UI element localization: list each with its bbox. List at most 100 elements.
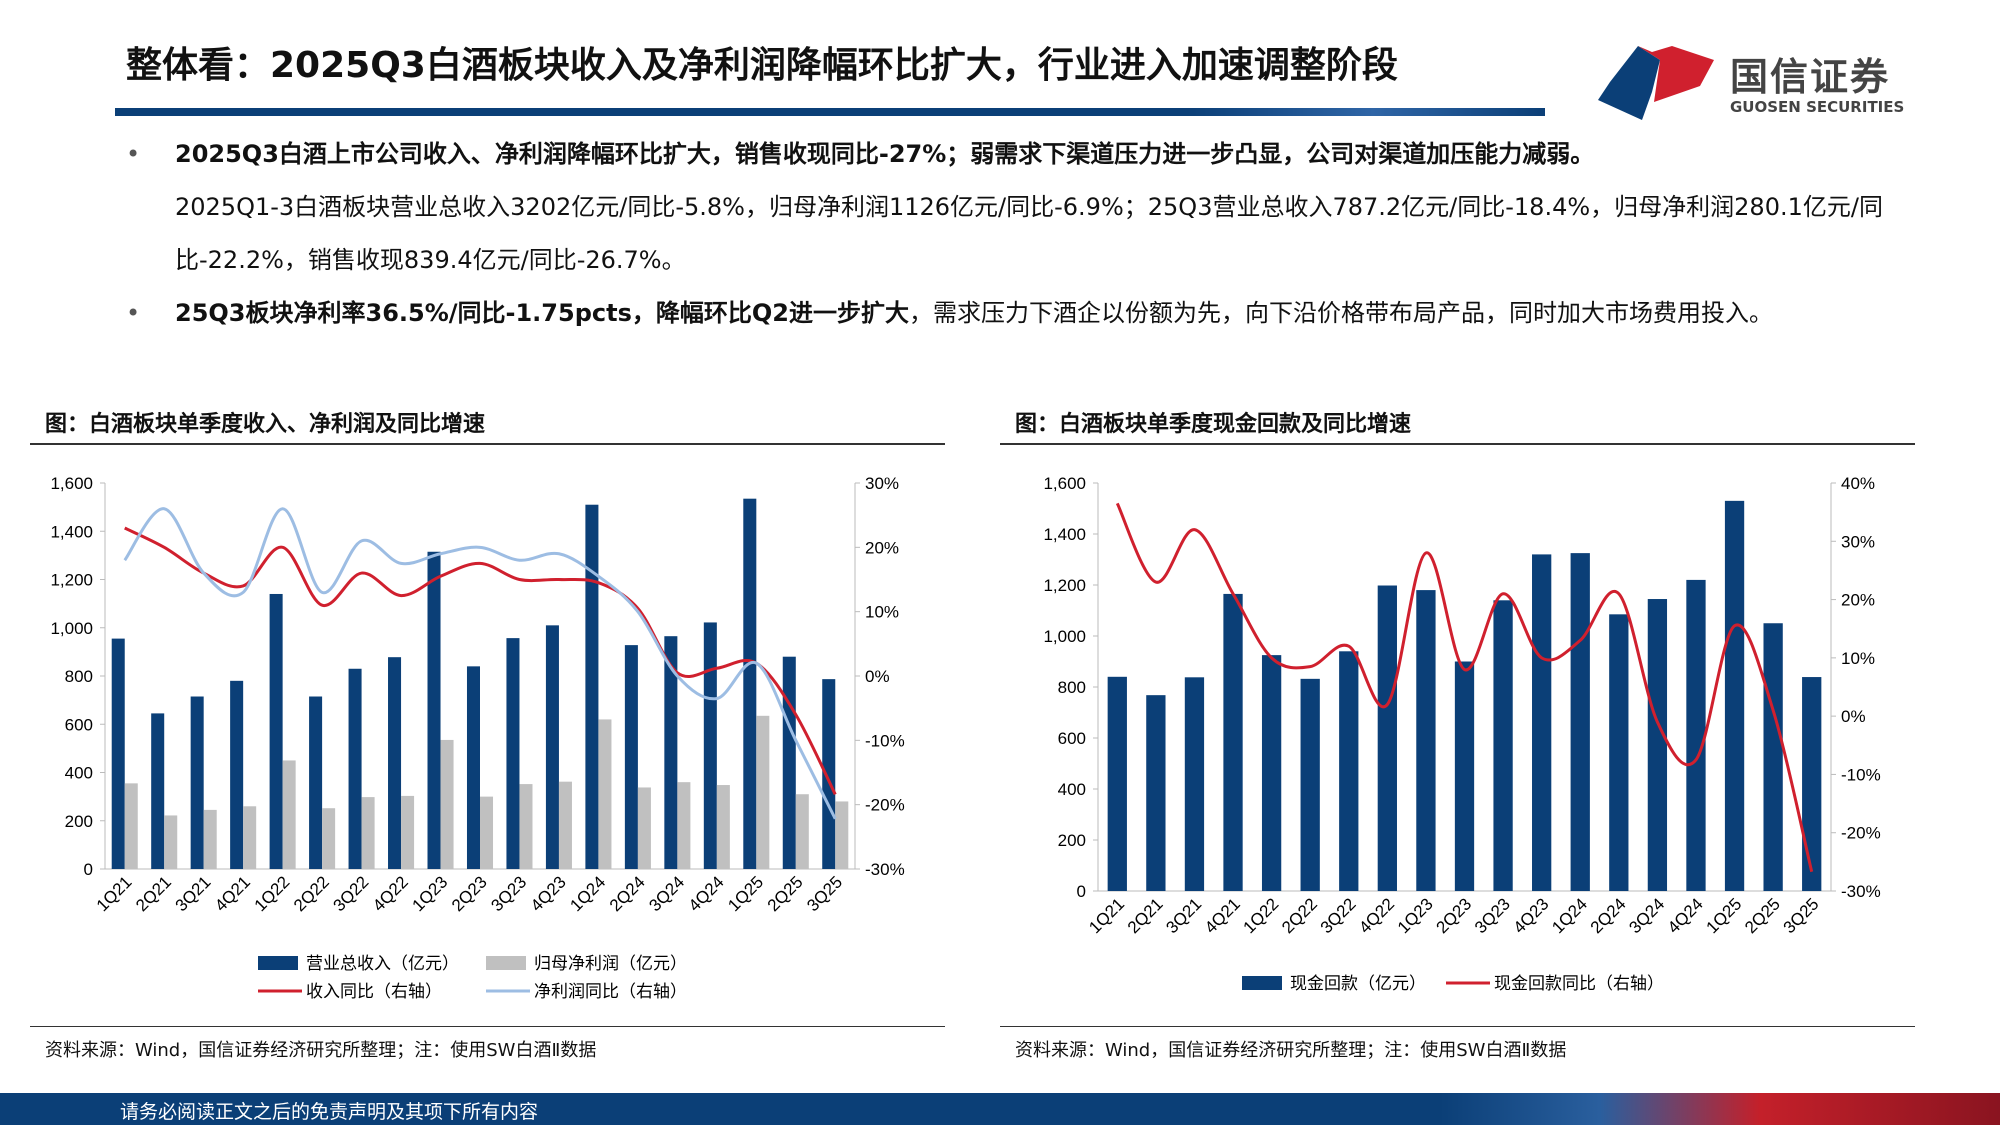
bar: [782, 656, 796, 869]
bar: [677, 782, 691, 869]
legend-label: 归母净利润（亿元）: [534, 954, 687, 973]
bar: [1223, 593, 1243, 891]
bar: [716, 785, 730, 869]
y-tick-label: 1,600: [50, 474, 93, 493]
x-tick-label: 2Q21: [1124, 894, 1167, 937]
x-tick-label: 3Q21: [172, 872, 215, 915]
legend-label: 收入同比（右轴）: [306, 982, 442, 1001]
bar: [664, 636, 678, 869]
y-tick-label: 0: [1077, 882, 1086, 901]
legend-label: 现金回款（亿元）: [1290, 974, 1426, 993]
x-tick-label: 3Q23: [1471, 894, 1514, 937]
bar: [480, 796, 494, 869]
left-chart-source: 资料来源：Wind，国信证券经济研究所整理；注：使用SW白酒Ⅱ数据: [45, 1040, 597, 1061]
footer-disclaimer: 请务必阅读正文之后的免责声明及其项下所有内容: [120, 1101, 539, 1123]
bar: [558, 781, 572, 869]
x-tick-label: 2Q24: [1587, 894, 1630, 937]
right-chart: 0 200 400 600 800 1,000 1,200 1,400 1,600 -30% -20…: [1043, 474, 1880, 993]
x-tick-label: 4Q21: [1201, 894, 1244, 937]
bar: [519, 784, 533, 869]
bar: [585, 504, 599, 869]
bullet-text: 2025Q1-3白酒板块营业总收入3202亿元/同比-5.8%，归母净利润112…: [175, 193, 1883, 274]
y-tick-label: 600: [1058, 729, 1086, 748]
bar: [1339, 651, 1359, 891]
bar: [1184, 677, 1205, 891]
bar: [703, 622, 717, 869]
left-chart-title: 图：白酒板块单季度收入、净利润及同比增速: [45, 412, 486, 437]
bar: [322, 808, 336, 869]
x-tick-label: 1Q23: [1394, 894, 1437, 937]
bar: [1570, 553, 1590, 891]
bar: [743, 498, 757, 869]
bar: [230, 680, 244, 869]
x-tick-label: 3Q22: [1317, 894, 1360, 937]
legend-label: 现金回款同比（右轴）: [1494, 974, 1664, 993]
bar: [1107, 676, 1127, 891]
x-tick-label: 4Q24: [685, 872, 728, 915]
y2-tick-label: 20%: [865, 538, 899, 557]
bar: [203, 809, 217, 869]
x-tick-label: 3Q23: [487, 872, 530, 915]
bar: [822, 679, 836, 869]
x-tick-label: 2Q21: [132, 872, 175, 915]
x-tick-label: 2Q22: [290, 872, 333, 915]
x-tick-label: 3Q21: [1162, 894, 1205, 937]
bar: [361, 797, 375, 869]
x-tick-label: 1Q21: [1085, 894, 1128, 937]
bar: [388, 657, 402, 869]
divider: [30, 443, 945, 445]
y-tick-label: 1,000: [50, 619, 93, 638]
bar: [1532, 554, 1552, 891]
bar: [111, 638, 125, 869]
bar: [466, 666, 480, 869]
y-tick-label: 1,400: [1043, 525, 1086, 544]
title-divider: [115, 108, 1545, 116]
right-chart-source: 资料来源：Wind，国信证券经济研究所整理；注：使用SW白酒Ⅱ数据: [1015, 1040, 1567, 1061]
bar: [624, 645, 638, 869]
footer-bar: 请务必阅读正文之后的免责声明及其项下所有内容: [0, 1093, 2000, 1125]
bar: [401, 795, 415, 869]
logo-mark-icon: [1598, 46, 1714, 120]
bar: [282, 760, 296, 869]
bar: [835, 801, 849, 869]
series-line: [123, 507, 837, 820]
y2-tick-label: -10%: [865, 731, 905, 750]
x-tick-label: 1Q22: [251, 872, 294, 915]
bar: [348, 668, 362, 869]
bar: [440, 739, 454, 869]
y-tick-label: 400: [1058, 780, 1086, 799]
bar: [1146, 695, 1166, 891]
y-tick-label: 1,400: [50, 522, 93, 541]
y2-tick-label: 30%: [1841, 532, 1875, 551]
divider: [1000, 1026, 1915, 1027]
y2-tick-label: 0%: [1841, 707, 1866, 726]
bar: [1454, 661, 1475, 891]
bar: [1377, 585, 1397, 891]
x-tick-label: 4Q24: [1664, 894, 1707, 937]
bar: [243, 806, 257, 869]
legend-swatch: [486, 956, 526, 970]
bullet-bold: 2025Q3白酒上市公司收入、净利润降幅环比扩大，销售收现同比-27%；弱需求下…: [175, 140, 1595, 168]
logo-cn: 国信证券: [1730, 55, 1891, 99]
divider: [30, 1026, 945, 1027]
logo-en: GUOSEN SECURITIES: [1730, 98, 1905, 116]
x-tick-label: 1Q25: [1703, 894, 1746, 937]
bar: [795, 794, 809, 869]
series-line: [1115, 502, 1814, 873]
bar: [1763, 623, 1783, 891]
legend-label: 净利润同比（右轴）: [534, 982, 687, 1001]
bar: [1493, 600, 1513, 891]
bar: [1261, 655, 1282, 891]
y-tick-label: 600: [65, 715, 93, 734]
bar: [756, 715, 770, 869]
y2-tick-label: 0%: [865, 667, 890, 686]
x-tick-label: 1Q22: [1240, 894, 1283, 937]
y-tick-label: 200: [65, 812, 93, 831]
bullet-text: ，需求压力下酒企以份额为先，向下沿价格带布局产品，同时加大市场费用投入。: [908, 299, 1773, 327]
y-tick-label: 800: [1058, 678, 1086, 697]
bar: [1300, 678, 1320, 891]
y-tick-label: 1,200: [50, 571, 93, 590]
x-tick-label: 4Q21: [211, 872, 254, 915]
x-tick-label: 2Q24: [606, 872, 649, 915]
x-tick-label: 3Q25: [1780, 894, 1823, 937]
